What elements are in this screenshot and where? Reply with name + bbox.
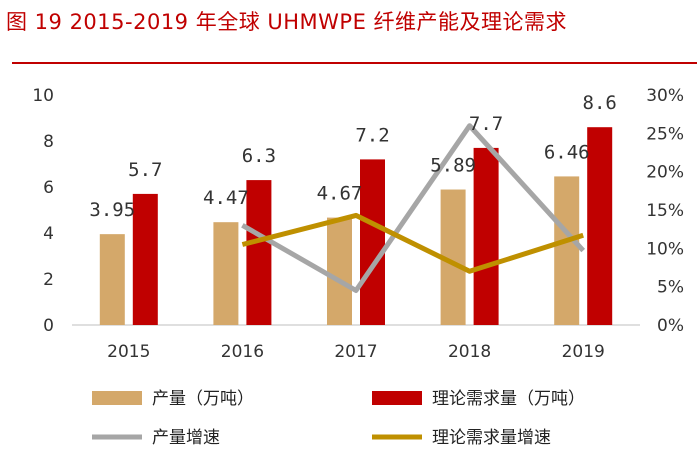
demand-data-label: 7.7	[469, 113, 503, 135]
production-data-label: 3.95	[89, 199, 135, 221]
x-tick-label: 2017	[334, 342, 377, 362]
legend: 产量（万吨） 理论需求量（万吨） 产量增速 理论需求量增速	[92, 389, 585, 448]
demand-growth-line	[241, 212, 584, 274]
y-left-tick-label: 4	[43, 224, 54, 244]
legend-item-production-growth: 产量增速	[92, 428, 220, 448]
legend-label: 理论需求量（万吨）	[432, 389, 585, 409]
demand-data-label: 6.3	[242, 145, 276, 167]
legend-label: 产量（万吨）	[152, 389, 254, 409]
legend-swatch	[92, 391, 142, 405]
y-left-tick-label: 0	[43, 316, 54, 336]
y-right-tick-label: 5%	[657, 278, 684, 298]
production-data-label: 5.89	[430, 155, 476, 177]
y-right-tick-label: 15%	[646, 201, 684, 221]
demand-data-label: 8.6	[583, 92, 617, 114]
left-axis: 0 2 4 6 8 10	[32, 86, 54, 336]
x-axis: 2015 2016 2017 2018 2019	[107, 342, 605, 362]
production-bar	[327, 217, 352, 325]
production-bar	[213, 222, 239, 325]
demand-data-label: 7.2	[355, 124, 389, 146]
y-right-tick-label: 10%	[646, 239, 684, 259]
legend-label: 产量增速	[152, 428, 220, 448]
production-bar	[554, 176, 580, 325]
demand-bar	[473, 147, 499, 325]
demand-data-label: 5.7	[128, 159, 162, 181]
production-data-label: 6.46	[544, 141, 590, 163]
x-tick-label: 2018	[448, 342, 491, 362]
y-right-tick-label: 25%	[646, 124, 684, 144]
legend-item-demand-growth: 理论需求量增速	[372, 428, 551, 448]
production-data-label: 4.47	[203, 187, 249, 209]
y-left-tick-label: 8	[43, 132, 54, 152]
y-left-tick-label: 10	[32, 86, 54, 106]
x-tick-label: 2019	[562, 342, 605, 362]
bar-series	[99, 127, 613, 325]
production-data-label: 4.67	[317, 183, 363, 205]
y-right-tick-label: 30%	[646, 86, 684, 106]
chart-title: 图 19 2015-2019 年全球 UHMWPE 纤维产能及理论需求	[6, 10, 568, 34]
y-right-tick-label: 0%	[657, 316, 684, 336]
y-left-tick-label: 2	[43, 270, 54, 290]
right-axis: 0% 5% 10% 15% 20% 25% 30%	[646, 86, 684, 336]
production-growth-line	[241, 123, 586, 293]
production-bar	[99, 234, 125, 325]
y-right-tick-label: 20%	[646, 163, 684, 183]
demand-bar	[132, 193, 158, 325]
legend-label: 理论需求量增速	[432, 428, 551, 448]
line-series	[241, 123, 586, 293]
y-left-tick-label: 6	[43, 178, 54, 198]
legend-swatch	[372, 391, 422, 405]
demand-bar	[246, 180, 272, 325]
title-divider	[12, 62, 697, 64]
demand-bar	[587, 127, 613, 325]
legend-item-production: 产量（万吨）	[92, 389, 254, 409]
data-labels: 3.95 5.7 4.47 6.3 4.67 7.2 5.89 7.7 6.46 8.6	[89, 92, 616, 221]
legend-item-demand: 理论需求量（万吨）	[372, 389, 585, 409]
demand-bar	[360, 159, 385, 325]
x-tick-label: 2016	[221, 342, 264, 362]
x-tick-label: 2015	[107, 342, 150, 362]
